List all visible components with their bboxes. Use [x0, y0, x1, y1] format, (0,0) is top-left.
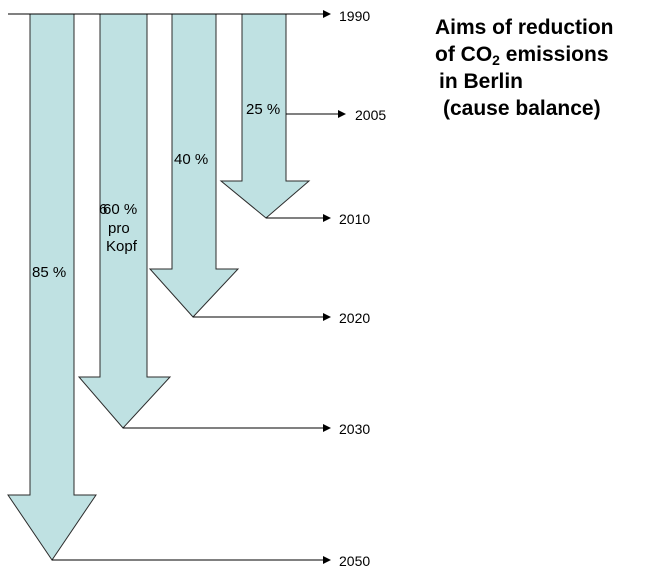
reduction-arrow-85 [7, 13, 97, 561]
pct-label-60-overlay: 6 [99, 201, 107, 218]
pct-label-60-kopf: Kopf [106, 238, 138, 255]
reduction-arrow-40 [148, 13, 240, 318]
reduction-arrow-60 [77, 13, 172, 429]
title-line-2: of CO2 emissions [435, 41, 645, 68]
year-label-2050: 2050 [339, 553, 370, 569]
year-label-2005: 2005 [355, 107, 386, 123]
title-line-1: Aims of reduction [435, 16, 614, 39]
pct-label-85: 85 % [32, 264, 66, 281]
title-line-3: in Berlin [439, 70, 524, 93]
title-line-2-suffix: emissions [499, 43, 609, 66]
title-co2-subscript: 2 [492, 52, 500, 68]
year-label-2010: 2010 [339, 211, 370, 227]
pct-label-60-pro: pro [108, 220, 130, 237]
pct-label-60: 60 % [103, 201, 137, 218]
pct-label-40: 40 % [174, 151, 208, 168]
year-label-1990: 1990 [339, 8, 370, 24]
title-line-4: (cause balance) [443, 97, 601, 120]
year-label-2020: 2020 [339, 310, 370, 326]
title-line-2-prefix: of CO [435, 43, 493, 66]
pct-label-25: 25 % [246, 101, 280, 118]
year-label-2030: 2030 [339, 421, 370, 437]
diagram-title: Aims of reduction of CO2 emissions in Be… [435, 14, 645, 122]
reduction-arrow-25 [219, 13, 311, 219]
